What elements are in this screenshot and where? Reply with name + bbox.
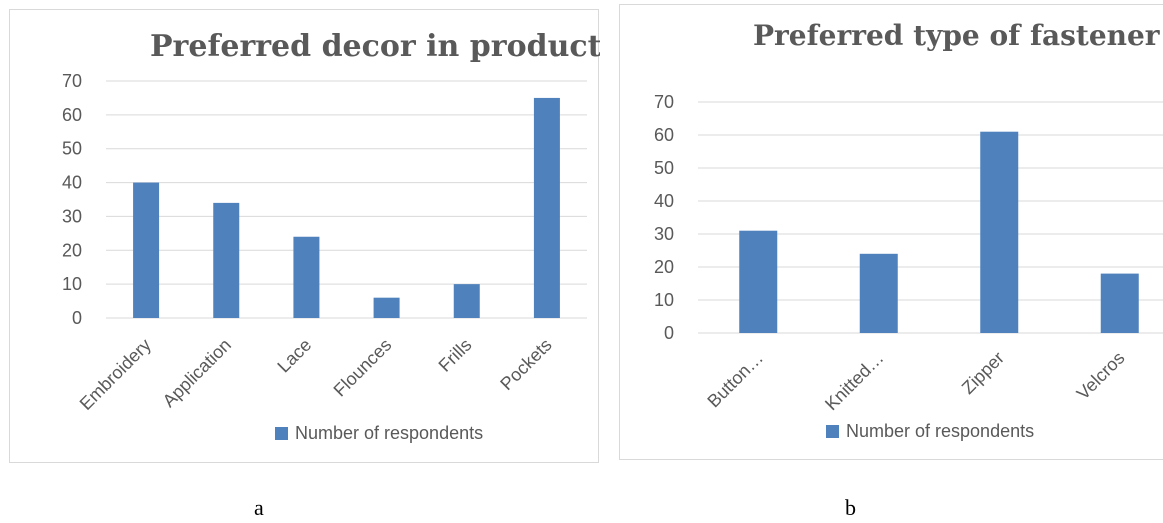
x-tick-label: Knitted…	[821, 348, 888, 415]
legend-label: Number of respondents	[846, 421, 1034, 441]
x-tick-label: Lace	[273, 335, 315, 377]
y-tick-label: 30	[654, 224, 674, 244]
x-tick-label: Frills	[435, 335, 476, 376]
bar	[293, 236, 320, 318]
x-tick-label: Embroidery	[76, 335, 155, 414]
chart-panel-a: Preferred decor in products 0 10 20 30 40 50 60…	[9, 9, 600, 463]
chart-title: Preferred type of fastener	[753, 19, 1161, 52]
y-tick-label: 60	[62, 105, 82, 125]
x-tick-label: Application	[159, 335, 235, 411]
y-tick-label: 70	[654, 92, 674, 112]
y-tick-label: 50	[62, 139, 82, 159]
x-tick-label: Flounces	[330, 335, 396, 401]
y-tick-label: 40	[654, 191, 674, 211]
y-tick-label: 40	[62, 173, 82, 193]
chart-title: Preferred decor in products	[150, 29, 600, 64]
legend-swatch	[275, 427, 288, 440]
x-tick-label: Pockets	[496, 335, 555, 394]
bar	[373, 297, 400, 318]
y-tick-label: 20	[62, 240, 82, 260]
bar	[980, 131, 1019, 333]
y-tick-label: 50	[654, 158, 674, 178]
legend-label: Number of respondents	[295, 423, 483, 443]
caption-b: b	[845, 495, 856, 520]
x-tick-label: Button…	[703, 348, 767, 412]
bar	[213, 202, 240, 318]
y-tick-label: 0	[72, 308, 82, 328]
bar	[859, 253, 898, 333]
y-tick-label: 10	[654, 290, 674, 310]
bar	[533, 97, 560, 318]
y-tick-label: 20	[654, 257, 674, 277]
chart-b-svg: Preferred type of fastener 0 10 20 30 40 50 60 7…	[654, 19, 1163, 441]
y-tick-label: 10	[62, 274, 82, 294]
y-tick-label: 60	[654, 125, 674, 145]
bar	[739, 230, 778, 333]
chart-panel-b: Preferred type of fastener 0 10 20 30 40 50 60 7…	[619, 4, 1163, 460]
bar	[133, 182, 160, 318]
y-tick-label: 70	[62, 71, 82, 91]
chart-a-svg: Preferred decor in products 0 10 20 30 40 50 60…	[62, 29, 600, 443]
y-tick-label: 30	[62, 206, 82, 226]
bar	[1100, 273, 1139, 333]
bar	[453, 284, 480, 318]
x-tick-label: Zipper	[958, 348, 1008, 398]
y-tick-label: 0	[664, 323, 674, 343]
caption-a: a	[254, 495, 264, 520]
x-tick-label: Velcros	[1073, 348, 1129, 404]
legend-swatch	[826, 425, 839, 438]
